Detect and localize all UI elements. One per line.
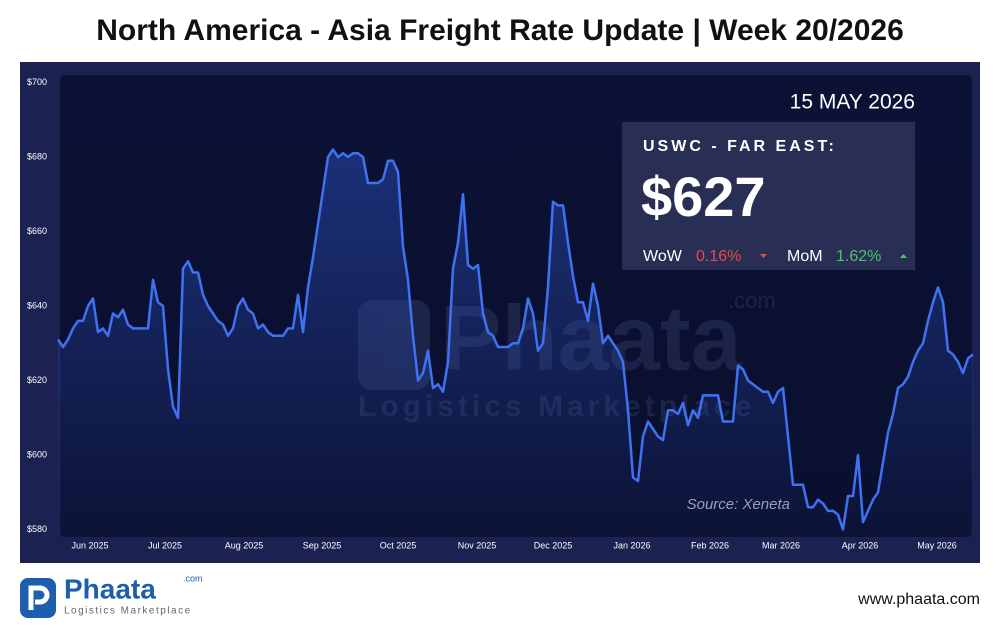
footer-url: www.phaata.com bbox=[857, 591, 980, 608]
logo-icon bbox=[20, 578, 56, 618]
line bbox=[56, 148, 974, 531]
x-tick-label: Sep 2025 bbox=[303, 540, 342, 550]
watermark-suffix: .com bbox=[728, 288, 776, 313]
x-tick-label: Aug 2025 bbox=[225, 540, 264, 550]
y-tick-label: $580 bbox=[27, 524, 47, 534]
x-tick-label: Jul 2025 bbox=[148, 540, 182, 550]
info-price: $627 bbox=[641, 165, 766, 228]
x-tick-label: Mar 2026 bbox=[762, 540, 800, 550]
logo-tagline: Logistics Marketplace bbox=[64, 606, 192, 617]
up-arrow bbox=[900, 254, 907, 258]
mom-value: 1.62% bbox=[836, 248, 881, 265]
x-tick-label: Dec 2025 bbox=[534, 540, 573, 550]
info-date: 15 MAY 2026 bbox=[790, 91, 915, 114]
y-tick-label: $600 bbox=[27, 449, 47, 459]
x-tick-label: Feb 2026 bbox=[691, 540, 729, 550]
y-tick-label: $620 bbox=[27, 375, 47, 385]
logo-p bbox=[28, 585, 50, 610]
info-route: USWC - FAR EAST: bbox=[643, 138, 837, 155]
mom-label: MoM bbox=[787, 248, 823, 265]
x-tick-label: Apr 2026 bbox=[842, 540, 879, 550]
chart-title: North America - Asia Freight Rate Update… bbox=[96, 14, 904, 47]
logo-name: Phaata bbox=[64, 573, 156, 604]
x-tick-label: May 2026 bbox=[917, 540, 957, 550]
down-arrow bbox=[760, 254, 767, 258]
y-tick-label: $680 bbox=[27, 151, 47, 161]
y-tick-label: $700 bbox=[27, 77, 47, 87]
x-tick-label: Jan 2026 bbox=[613, 540, 650, 550]
logo-suffix: .com bbox=[183, 573, 203, 583]
area bbox=[58, 149, 973, 537]
x-tick-label: Jun 2025 bbox=[71, 540, 108, 550]
x-tick-label: Oct 2025 bbox=[380, 540, 417, 550]
y-tick-label: $660 bbox=[27, 226, 47, 236]
marks: $580 $600 $620 $640 $660 $680 $700 Jun 2025 Jul … bbox=[27, 77, 974, 550]
source: Source: Xeneta bbox=[687, 496, 790, 513]
info-box bbox=[622, 122, 915, 270]
x-tick-label: Nov 2025 bbox=[458, 540, 497, 550]
wow-label: WoW bbox=[643, 248, 683, 265]
wow-value: 0.16% bbox=[696, 248, 741, 265]
y-tick-label: $640 bbox=[27, 300, 47, 310]
